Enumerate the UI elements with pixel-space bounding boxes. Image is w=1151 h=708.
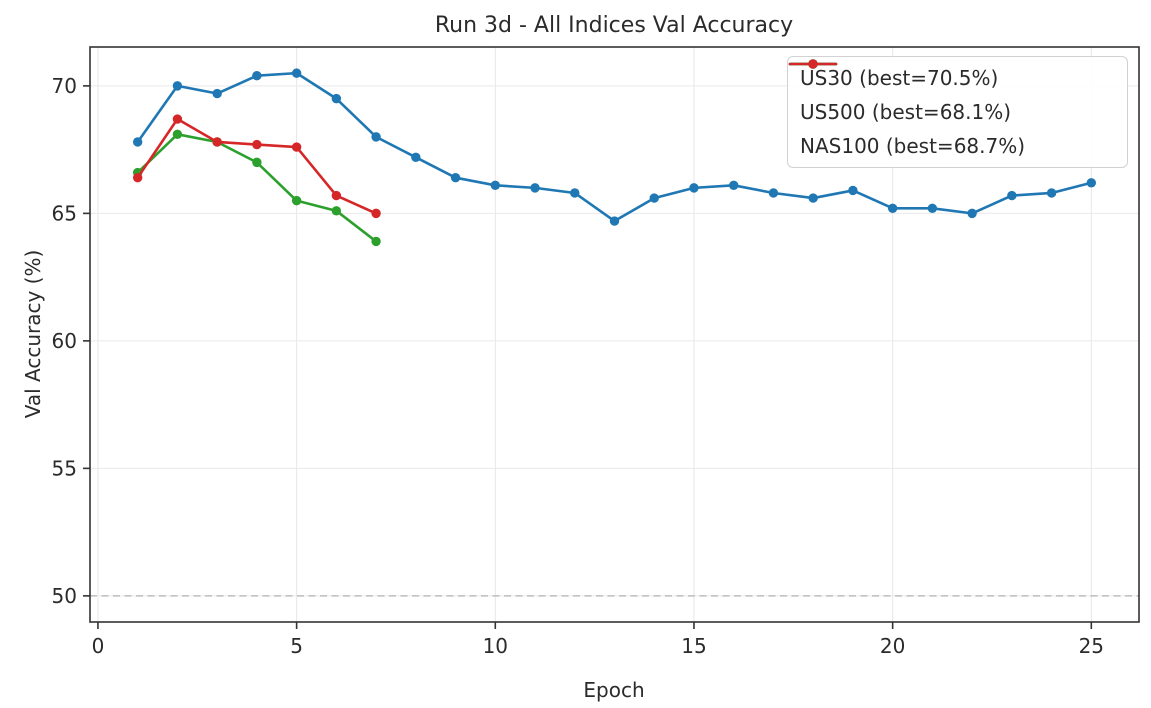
legend-item-label: US500 (best=68.1%) [800, 100, 1012, 124]
data-point-marker [768, 188, 779, 198]
legend-item: US500 (best=68.1%) [788, 59, 1117, 124]
data-point-marker [689, 183, 699, 193]
x-tick-label: 5 [290, 634, 303, 658]
data-point-marker [371, 132, 381, 142]
x-tick-label: 20 [880, 634, 905, 658]
data-point-marker [729, 180, 739, 191]
data-point-marker [570, 188, 580, 198]
legend-item: US30 (best=70.5%) [788, 59, 1117, 90]
data-point-marker [1046, 188, 1057, 198]
data-point-marker [132, 172, 143, 183]
y-tick-label: 50 [52, 584, 77, 608]
data-point-marker [649, 193, 659, 203]
data-point-marker [411, 152, 421, 162]
series-us30 [132, 68, 1097, 226]
data-point-marker [1086, 178, 1097, 188]
x-tick-label: 25 [1079, 634, 1104, 658]
data-point-marker [927, 203, 938, 213]
data-point-marker [252, 70, 262, 81]
data-point-marker [808, 193, 818, 203]
legend-item-label: US30 (best=70.5%) [800, 66, 999, 90]
x-tick-label: 15 [681, 634, 706, 658]
axis-tick-labels: 0 5 10 15 20 25 50 55 60 65 70 [52, 74, 1104, 658]
legend-line-marker-icon [788, 59, 838, 69]
data-point-marker [212, 88, 222, 99]
legend-item: NAS100 (best=68.7%) [788, 59, 1117, 158]
y-tick-label: 55 [52, 456, 77, 480]
data-point-marker [887, 203, 898, 213]
data-point-marker [371, 208, 381, 219]
legend-item-label: NAS100 (best=68.7%) [800, 134, 1026, 158]
y-tick-label: 65 [52, 201, 77, 225]
data-point-marker [172, 114, 183, 124]
x-tick-label: 10 [483, 634, 508, 658]
x-axis-label: Epoch [583, 678, 644, 702]
data-point-marker [212, 137, 222, 147]
series-nas100 [132, 114, 381, 219]
data-point-marker [252, 157, 262, 168]
y-tick-label: 70 [52, 74, 77, 98]
data-point-marker [331, 190, 342, 201]
data-point-marker [450, 172, 461, 183]
chart-title: Run 3d - All Indices Val Accuracy [435, 13, 793, 38]
data-point-marker [1007, 190, 1017, 201]
series-line [136, 133, 378, 243]
data-point-marker [132, 137, 143, 147]
y-axis-label: Val Accuracy (%) [21, 250, 45, 419]
data-point-marker [331, 206, 342, 216]
data-point-marker [967, 208, 977, 219]
y-tick-label: 60 [52, 329, 77, 353]
data-point-marker [172, 81, 183, 91]
legend: US30 (best=70.5%) US500 (best=68.1%) NAS10… [787, 56, 1128, 168]
data-point-marker [848, 185, 858, 196]
data-point-marker [252, 139, 262, 150]
data-point-marker [530, 183, 540, 193]
data-point-marker [291, 68, 302, 78]
x-tick-label: 0 [92, 634, 105, 658]
axis-ticks [83, 85, 1093, 629]
data-point-marker [331, 93, 342, 104]
data-point-marker [371, 236, 381, 247]
plot-border [89, 46, 1140, 623]
data-point-marker [490, 180, 500, 191]
data-point-marker [291, 142, 302, 152]
data-point-marker [172, 129, 183, 140]
data-point-marker [291, 195, 302, 206]
data-point-marker [609, 216, 620, 226]
data-series [132, 68, 1097, 247]
